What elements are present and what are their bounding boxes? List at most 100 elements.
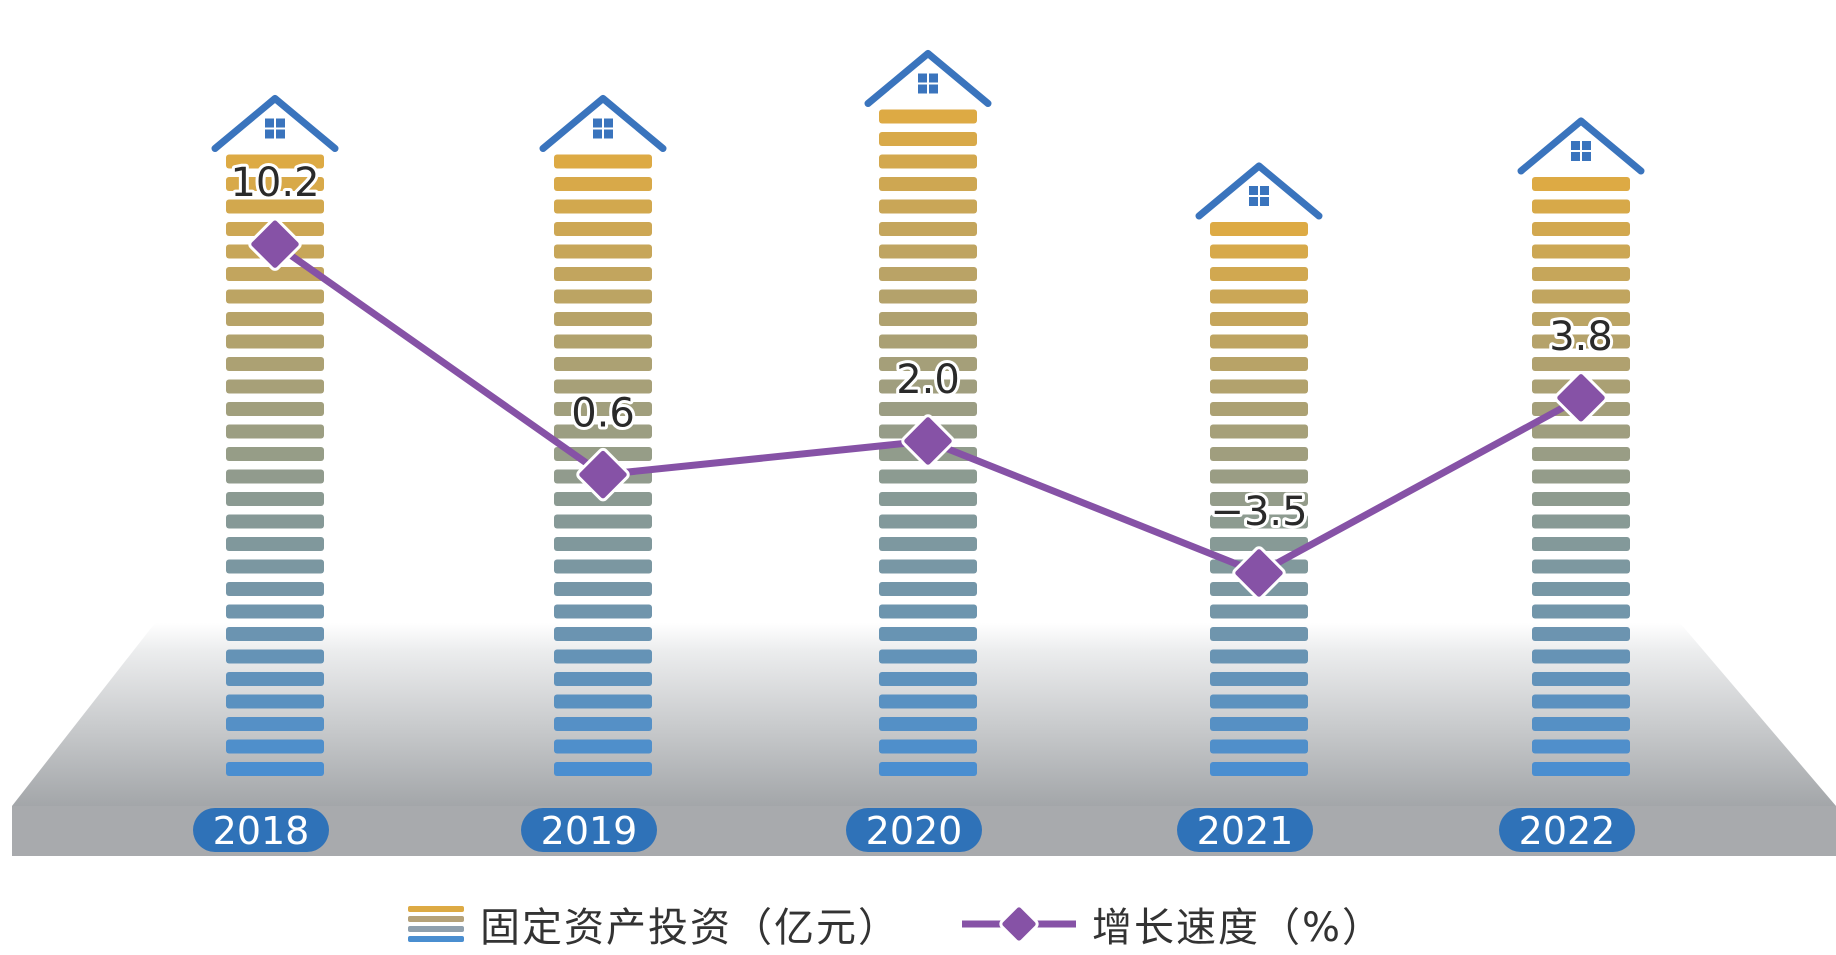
window-pane (1260, 186, 1269, 195)
bar-stripe (1210, 537, 1308, 551)
year-pill-2018: 2018 (193, 808, 329, 853)
bar-stripe (879, 672, 977, 686)
growth-value-label: 2.0 (896, 357, 960, 403)
growth-marker (901, 414, 955, 468)
bars-group (211, 50, 1645, 776)
year-pill-bg (1177, 808, 1313, 852)
bar-stripe (1210, 604, 1308, 619)
bar-stripe (1532, 177, 1630, 191)
bar-stripe (554, 739, 652, 754)
bar-stripe (1532, 537, 1630, 551)
year-pill-2021: 2021 (1177, 808, 1313, 853)
window-pane (276, 129, 285, 139)
bar-stripe (554, 289, 652, 304)
year-pills-group: 2018 2019 2020 2021 2022 (193, 808, 1635, 853)
bar-stripe (1210, 739, 1308, 754)
year-pill-2020: 2020 (846, 808, 982, 853)
bar-stripe (226, 469, 324, 484)
bar-stripe (1532, 334, 1630, 349)
legend-line-swatch (962, 904, 1076, 944)
bar-stripe (879, 649, 977, 664)
bar-stripe (1532, 694, 1630, 709)
bar-stripe (554, 717, 652, 731)
window-pane (1571, 141, 1580, 150)
bar-stripe (226, 177, 324, 191)
bar-stripe (1532, 559, 1630, 574)
bar-stripe (879, 199, 977, 214)
bar-stripe (879, 267, 977, 281)
roof-outline (539, 95, 667, 152)
legend-item-growth: 增长速度（%） (960, 895, 1384, 953)
bar-stripe (879, 604, 977, 619)
year-pill-bg (521, 808, 657, 852)
bar-stripe (1210, 334, 1308, 349)
bar-stripe (554, 424, 652, 439)
window-pane (1249, 197, 1258, 206)
year-pill-bg (193, 808, 329, 852)
bar-stripe (554, 627, 652, 641)
window-pane (593, 129, 602, 139)
bar-stripe (226, 492, 324, 506)
bar-stripe (226, 447, 324, 461)
growth-marker (576, 447, 630, 502)
window-icon (593, 118, 613, 139)
bar-stripe (226, 289, 324, 304)
year-pill-bg (1499, 808, 1635, 852)
bar-stripe (226, 514, 324, 529)
bar-stripe (879, 402, 977, 416)
bar-stripe (554, 244, 652, 259)
bar-stripe (1532, 244, 1630, 259)
bar-stripe (226, 604, 324, 619)
bar-stripe (226, 649, 324, 664)
bar-stripe (226, 267, 324, 281)
bar-stripe (879, 492, 977, 506)
bar-stripe (226, 424, 324, 439)
bar-stripe (554, 222, 652, 236)
bar-stripe (879, 739, 977, 754)
bar-stripe (879, 694, 977, 709)
bar-stripe (879, 582, 977, 596)
bar-stripe (554, 267, 652, 281)
bar-stripe (879, 717, 977, 731)
year-pill-2019: 2019 (521, 808, 657, 853)
bar-stripe (1532, 424, 1630, 439)
bar-stripe (554, 379, 652, 394)
bar-stripe (1532, 672, 1630, 686)
bar-stripe (226, 379, 324, 394)
growth-marker (1232, 546, 1286, 600)
bar-stripe (1532, 582, 1630, 596)
bar-stripe (1532, 469, 1630, 484)
bar-stripe (554, 649, 652, 664)
bar-stripe (554, 514, 652, 529)
bar-stripe (1532, 267, 1630, 281)
bar-stripe (1210, 424, 1308, 439)
bar-stripe (1532, 447, 1630, 461)
bar-stripe (554, 582, 652, 596)
bar-stripe (879, 537, 977, 551)
house-roof-icon (864, 50, 992, 107)
bar-stripe (1532, 717, 1630, 731)
bar-stripe (1532, 514, 1630, 529)
bar-stripe (1210, 694, 1308, 709)
window-pane (265, 118, 274, 128)
roof-outline (864, 50, 992, 107)
bar-stripe (1532, 492, 1630, 506)
bar-stripe (1532, 289, 1630, 304)
window-pane (929, 73, 938, 83)
bar-stripe (1210, 672, 1308, 686)
window-icon (265, 118, 285, 139)
bar-stripe (226, 312, 324, 326)
bar-stripe (1532, 357, 1630, 371)
year-pill-2022: 2022 (1499, 808, 1635, 853)
value-labels-group: 10.2 0.6 2.0 −3.5 3.8 (227, 157, 1615, 538)
bar-stripe (554, 199, 652, 214)
house-roof-icon (539, 95, 667, 152)
roof-outline (1517, 117, 1645, 175)
bar-stripe (226, 154, 324, 169)
bar-2018 (211, 95, 339, 776)
bar-2021 (1195, 162, 1323, 776)
window-pane (1582, 152, 1591, 161)
bar-stripe (1210, 627, 1308, 641)
house-roof-icon (1517, 117, 1645, 175)
